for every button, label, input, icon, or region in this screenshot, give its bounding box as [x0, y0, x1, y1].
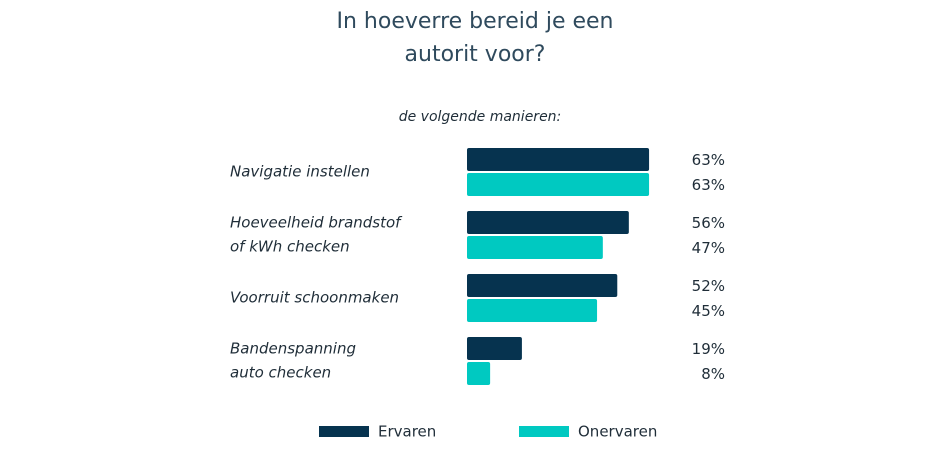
- bar: [467, 274, 618, 297]
- category-label: Bandenspanning: [230, 340, 356, 358]
- chart-title: autorit voor?: [405, 42, 546, 67]
- bar: [467, 173, 650, 196]
- value-label: 56%: [692, 214, 725, 232]
- category-label: Voorruit schoonmaken: [230, 289, 399, 307]
- legend-swatch: [319, 426, 369, 437]
- legend-swatch: [519, 426, 569, 437]
- chart-subtitle: de volgende manieren:: [399, 109, 562, 125]
- bar: [467, 299, 598, 322]
- category-label: Hoeveelheid brandstof: [230, 214, 403, 232]
- category-label: Navigatie instellen: [230, 163, 370, 181]
- value-label: 45%: [692, 302, 725, 320]
- bar: [467, 148, 650, 171]
- bar: [467, 211, 629, 234]
- value-label: 52%: [692, 277, 725, 295]
- value-label: 8%: [701, 365, 725, 383]
- value-label: 47%: [692, 239, 725, 257]
- chart-title: In hoeverre bereid je een: [337, 9, 614, 34]
- bar: [467, 362, 491, 385]
- category-label: of kWh checken: [230, 238, 350, 256]
- legend-label: Ervaren: [378, 423, 436, 441]
- bar: [467, 236, 603, 259]
- value-label: 19%: [692, 340, 725, 358]
- value-label: 63%: [692, 151, 725, 169]
- bar: [467, 337, 522, 360]
- legend-label: Onervaren: [578, 423, 657, 441]
- value-label: 63%: [692, 176, 725, 194]
- category-label: auto checken: [230, 364, 331, 382]
